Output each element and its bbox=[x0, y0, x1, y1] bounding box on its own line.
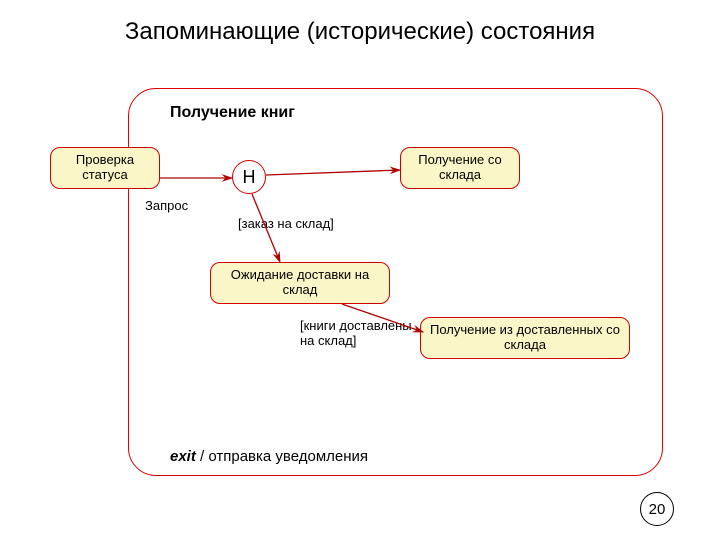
composite-state bbox=[128, 88, 663, 476]
transition-label-request: Запрос bbox=[145, 198, 188, 213]
guard-label-order: [заказ на склад] bbox=[238, 216, 334, 231]
state-check-status: Проверка статуса bbox=[50, 147, 160, 189]
state-wait-delivery: Ожидание доставки на склад bbox=[210, 262, 390, 304]
slide-title: Запоминающие (исторические) состояния bbox=[0, 18, 720, 46]
page-number: 20 bbox=[640, 492, 674, 526]
composite-state-label: Получение книг bbox=[170, 104, 295, 122]
exit-keyword: exit bbox=[170, 448, 196, 465]
exit-text: / отправка уведомления bbox=[196, 448, 368, 465]
history-pseudostate: H bbox=[232, 160, 266, 194]
state-get-delivered: Получение из доставленных со склада bbox=[420, 317, 630, 359]
exit-action-label: exit / отправка уведомления bbox=[170, 448, 368, 465]
state-get-from-stock: Получение со склада bbox=[400, 147, 520, 189]
guard-label-delivered: [книги доставлены на склад] bbox=[300, 318, 420, 348]
